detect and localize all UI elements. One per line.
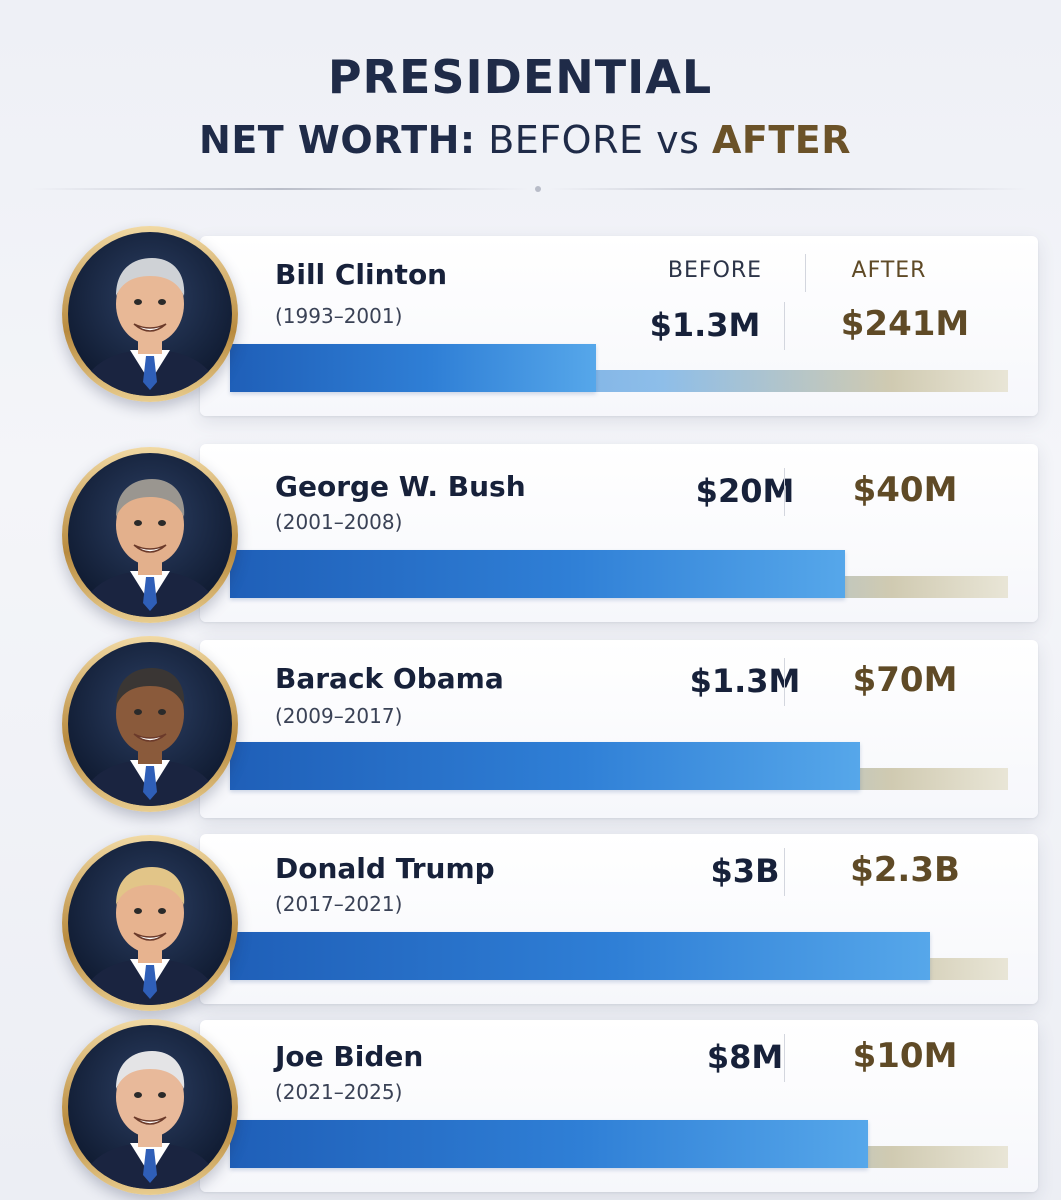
- president-name: Donald Trump: [275, 852, 495, 885]
- before-value-label: $8M: [706, 1038, 784, 1076]
- value-separator: [784, 468, 785, 516]
- portrait-icon: [68, 453, 232, 617]
- president-term: (2017–2021): [275, 892, 403, 916]
- column-header-before: BEFORE: [667, 258, 763, 283]
- after-value-label: $40M: [852, 470, 958, 510]
- value-separator: [784, 302, 785, 350]
- president-name: Joe Biden: [275, 1040, 424, 1073]
- president-portrait: [62, 835, 238, 1011]
- portrait-icon: [68, 841, 232, 1005]
- column-header-after: AFTER: [851, 258, 927, 283]
- after-value-label: $70M: [852, 660, 958, 700]
- after-value-label: $2.3B: [850, 850, 960, 890]
- portrait-icon: [68, 232, 232, 396]
- before-value-label: $1.3M: [689, 662, 801, 700]
- before-bar: [230, 742, 860, 790]
- president-portrait: [62, 636, 238, 812]
- president-term: (2001–2008): [275, 510, 403, 534]
- president-card: Bill Clinton (1993–2001) BEFORE AFTER $1.3M $…: [200, 236, 1038, 416]
- before-value-label: $3B: [710, 852, 780, 890]
- president-term: (1993–2001): [275, 304, 403, 328]
- value-separator: [784, 848, 785, 896]
- president-name: Barack Obama: [275, 662, 504, 695]
- before-bar: [230, 344, 596, 392]
- value-separator: [784, 658, 785, 706]
- president-term: (2009–2017): [275, 704, 403, 728]
- president-name: George W. Bush: [275, 470, 526, 503]
- president-portrait: [62, 447, 238, 623]
- value-separator: [784, 1034, 785, 1082]
- after-value-label: $241M: [840, 304, 970, 344]
- subtitle-after: AFTER: [711, 118, 851, 162]
- after-value-label: $10M: [852, 1036, 958, 1076]
- title-divider-dot: [535, 186, 541, 192]
- page-title: PRESIDENTIAL: [327, 50, 713, 104]
- president-term: (2021–2025): [275, 1080, 403, 1104]
- president-portrait: [62, 226, 238, 402]
- president-portrait: [62, 1019, 238, 1195]
- president-card: Donald Trump (2017–2021) $3B $2.3B: [200, 834, 1038, 1004]
- portrait-icon: [68, 642, 232, 806]
- president-card: Barack Obama (2009–2017) $1.3M $70M: [200, 640, 1038, 818]
- before-bar: [230, 1120, 868, 1168]
- before-value-label: $1.3M: [649, 306, 761, 344]
- portrait-icon: [68, 1025, 232, 1189]
- column-header-separator: [805, 254, 806, 292]
- president-card: George W. Bush (2001–2008) $20M $40M: [200, 444, 1038, 622]
- president-name: Bill Clinton: [275, 258, 448, 291]
- before-bar: [230, 550, 845, 598]
- subtitle-before: BEFORE: [488, 118, 644, 162]
- title-divider-right: [548, 188, 1028, 190]
- before-bar: [230, 932, 930, 980]
- page-subtitle: NET WORTH: BEFORE vs AFTER: [0, 118, 1050, 162]
- president-card: Joe Biden (2021–2025) $8M $10M: [200, 1020, 1038, 1192]
- before-value-label: $20M: [695, 472, 795, 510]
- subtitle-vs: vs: [656, 118, 700, 162]
- subtitle-net-worth: NET WORTH:: [199, 118, 476, 162]
- title-divider-left: [30, 188, 530, 190]
